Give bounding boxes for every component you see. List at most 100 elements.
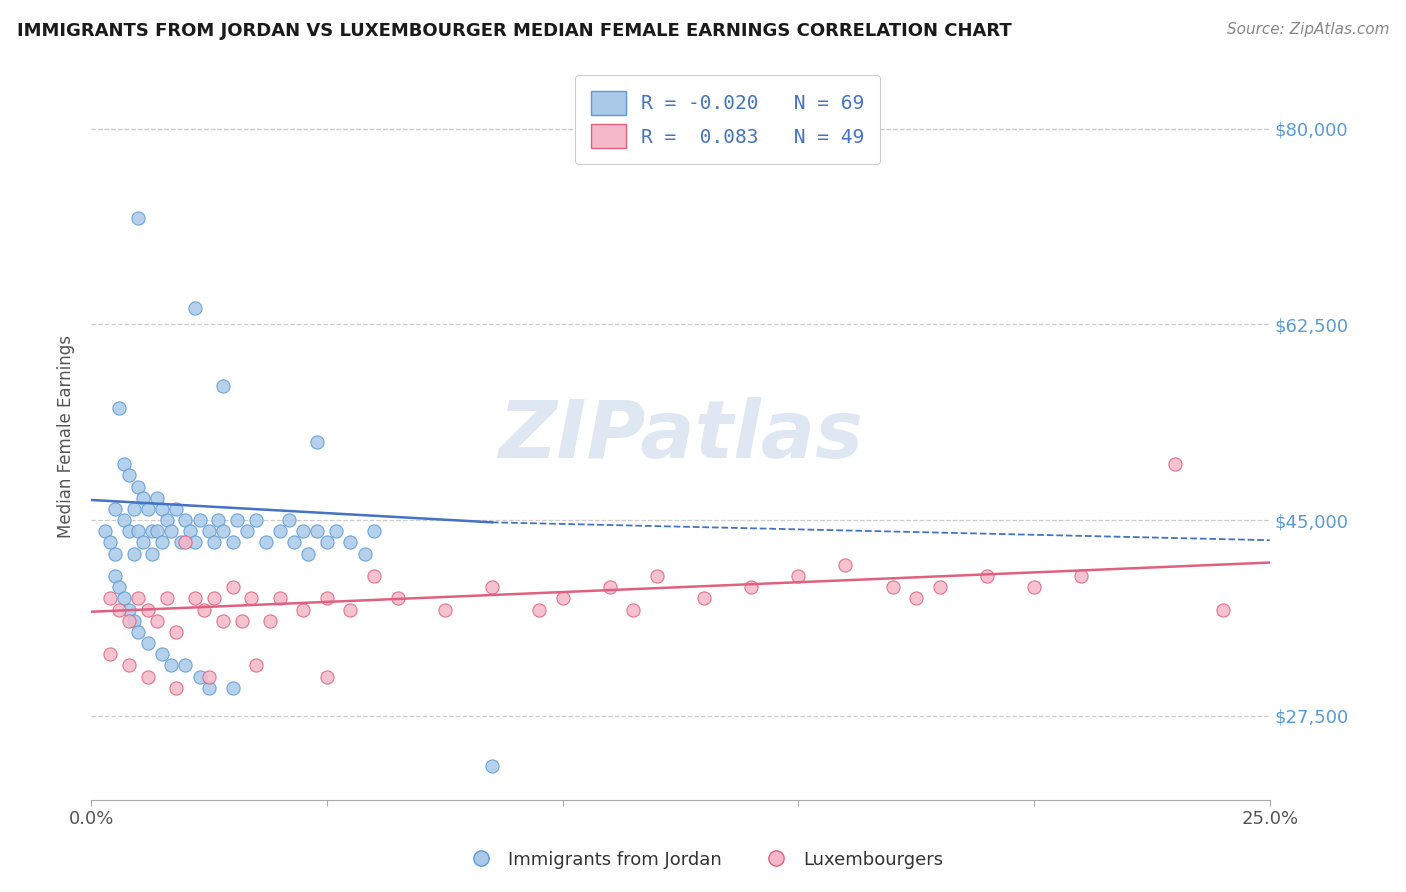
Point [882,580,904,594]
Text: ZIPatlas: ZIPatlas [498,397,863,475]
Point [165,502,187,516]
Point [122,502,145,516]
Point [283,535,305,549]
Point [122,547,145,561]
Point [160,658,183,673]
Point [207,513,229,527]
Point [127,591,149,606]
Point [645,569,668,583]
Point [127,211,149,226]
Point [184,301,207,315]
Point [150,647,173,661]
Point [269,524,291,539]
Point [325,524,347,539]
Point [315,669,337,683]
Point [160,524,183,539]
Point [1212,602,1234,616]
Point [98,535,121,549]
Point [184,591,207,606]
Point [905,591,928,606]
Point [127,479,149,493]
Point [104,547,127,561]
Point [235,524,257,539]
Point [363,569,385,583]
Point [621,602,644,616]
Point [198,524,221,539]
Point [118,468,141,483]
Point [307,434,329,449]
Point [94,524,117,539]
Point [976,569,998,583]
Point [136,669,159,683]
Point [104,502,127,516]
Point [146,491,169,505]
Point [170,535,193,549]
Point [226,513,249,527]
Point [146,614,169,628]
Point [188,513,211,527]
Point [353,547,375,561]
Legend: Immigrants from Jordan, Luxembourgers: Immigrants from Jordan, Luxembourgers [456,844,950,876]
Point [136,602,159,616]
Point [136,502,159,516]
Point [193,602,215,616]
Point [98,647,121,661]
Point [297,547,319,561]
Point [740,580,762,594]
Point [174,658,197,673]
Y-axis label: Median Female Earnings: Median Female Earnings [58,334,75,538]
Point [127,524,149,539]
Point [174,535,197,549]
Point [221,535,243,549]
Point [198,681,221,695]
Point [363,524,385,539]
Point [245,513,267,527]
Point [136,636,159,650]
Point [179,524,201,539]
Point [221,681,243,695]
Point [118,524,141,539]
Point [118,614,141,628]
Point [1070,569,1092,583]
Point [928,580,950,594]
Point [387,591,409,606]
Point [184,535,207,549]
Point [278,513,301,527]
Point [292,524,315,539]
Point [132,491,155,505]
Point [254,535,277,549]
Point [269,591,291,606]
Point [240,591,263,606]
Point [212,614,235,628]
Point [481,580,503,594]
Point [150,535,173,549]
Point [1164,457,1187,471]
Point [834,558,856,572]
Point [155,591,177,606]
Point [112,457,135,471]
Point [112,591,135,606]
Legend: R = -0.020   N = 69, R =  0.083   N = 49: R = -0.020 N = 69, R = 0.083 N = 49 [575,76,880,164]
Point [118,602,141,616]
Point [188,669,211,683]
Point [481,759,503,773]
Point [118,658,141,673]
Point [165,624,187,639]
Point [245,658,267,673]
Point [339,602,361,616]
Point [108,580,131,594]
Point [146,524,169,539]
Point [122,614,145,628]
Point [112,513,135,527]
Point [174,513,197,527]
Point [212,524,235,539]
Point [599,580,621,594]
Point [551,591,574,606]
Point [292,602,315,616]
Point [339,535,361,549]
Point [433,602,456,616]
Point [155,513,177,527]
Point [198,669,221,683]
Text: IMMIGRANTS FROM JORDAN VS LUXEMBOURGER MEDIAN FEMALE EARNINGS CORRELATION CHART: IMMIGRANTS FROM JORDAN VS LUXEMBOURGER M… [17,22,1012,40]
Point [231,614,253,628]
